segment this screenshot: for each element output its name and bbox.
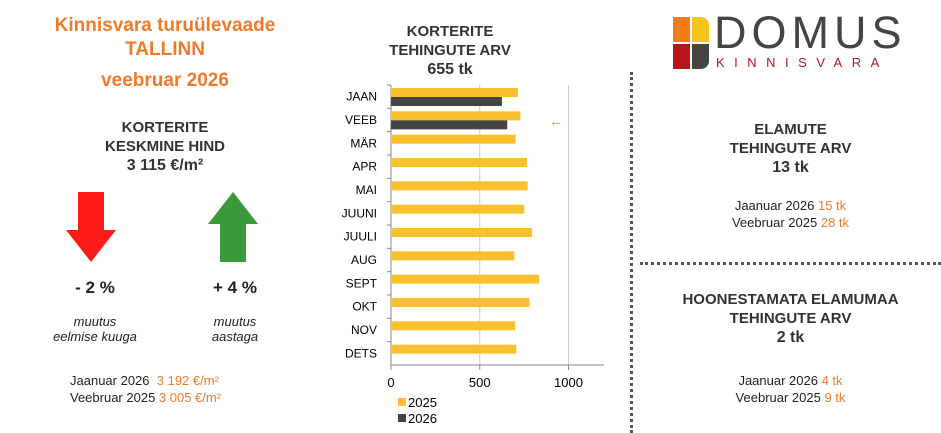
legend-swatch-2026 [398, 414, 406, 422]
land-block: HOONESTAMATA ELAMUMAA TEHINGUTE ARV 2 tk… [640, 290, 941, 406]
x-tick-label: 0 [387, 375, 394, 390]
legend-swatch-2025 [398, 398, 406, 406]
y-tick-label: MAI [356, 183, 377, 197]
chart-title2: TEHINGUTE ARV [389, 42, 511, 59]
houses-cmp2-value: 28 tk [820, 215, 850, 230]
bar-2025 [391, 88, 518, 97]
houses-cmp1-value: 15 tk [817, 198, 847, 213]
legend-label: 2025 [408, 395, 437, 410]
y-tick-label: AUG [351, 253, 377, 267]
month-label2: eelmise kuuga [53, 329, 137, 344]
title-period: veebruar 2026 [101, 70, 229, 91]
y-tick-label: JUULI [344, 230, 377, 244]
bar-2025 [391, 298, 530, 307]
bar-2025 [391, 204, 525, 214]
houses-block: ELAMUTE TEHINGUTE ARV 13 tk Jaanuar 2026… [640, 120, 941, 231]
month-label: muutus eelmise kuuga [30, 314, 160, 344]
bar-2025 [391, 251, 515, 261]
y-tick-label: SEPT [346, 276, 378, 290]
cmp1-label: Jaanuar 2026 [70, 373, 150, 388]
bar-2025 [391, 134, 516, 144]
land-title2: TEHINGUTE ARV [729, 310, 852, 327]
y-tick-label: VEEB [345, 113, 377, 127]
logo-sub: KINNISVARA [716, 55, 889, 70]
houses-value: 13 tk [772, 159, 809, 176]
year-label: muutus aastaga [170, 314, 300, 344]
y-tick-label: JUUNI [342, 206, 377, 220]
horizontal-divider [640, 262, 941, 265]
logo-name: DOMUS [714, 7, 907, 58]
price-value: 3 115 €/m² [126, 157, 204, 174]
bar-2025 [391, 228, 533, 237]
cmp2-label: Veebruar 2025 [70, 390, 156, 405]
bar-2025 [391, 321, 516, 331]
y-tick-label: MÄR [350, 136, 377, 150]
month-label1: muutus [73, 314, 117, 329]
houses-title2: TEHINGUTE ARV [729, 140, 852, 157]
bar-2026 [391, 97, 502, 106]
price-block: KORTERITE KESKMINE HIND 3 115 €/m² [0, 118, 330, 175]
title-line1: Kinnisvara turuülevaade [54, 15, 276, 36]
legend-label: 2026 [408, 411, 437, 426]
land-title1: HOONESTAMATA ELAMUMAA [682, 291, 899, 308]
cmp2-value: 3 005 €/m² [158, 390, 222, 405]
year-change: + 4 % [213, 278, 257, 297]
annotation-arrow: ← [549, 113, 563, 129]
up-arrow-icon [208, 192, 258, 262]
title-city: TALLINN [125, 39, 205, 60]
chart-title: KORTERITE TEHINGUTE ARV 655 tk [340, 22, 560, 79]
cmp1-value: 3 192 €/m² [156, 373, 219, 388]
y-tick-label: JAAN [346, 90, 377, 104]
x-tick-label: 1000 [554, 375, 583, 390]
y-tick-label: OKT [352, 300, 377, 314]
bar-2025 [391, 274, 540, 284]
chart-title1: KORTERITE [406, 23, 494, 40]
report-title: Kinnisvara turuülevaade TALLINN veebruar… [0, 14, 330, 93]
houses-cmp2-label: Veebruar 2025 [731, 215, 818, 230]
land-cmp1-value: 4 tk [821, 373, 843, 388]
y-tick-label: NOV [351, 323, 377, 337]
domus-logo-icon [673, 17, 709, 69]
y-tick-label: DETS [345, 346, 377, 360]
year-label1: muutus [213, 314, 257, 329]
price-title2: KESKMINE HIND [104, 138, 225, 155]
vertical-divider [630, 72, 633, 433]
land-value: 2 tk [776, 329, 805, 346]
down-arrow-icon [66, 192, 116, 262]
bar-2026 [391, 120, 508, 130]
bar-chart: 0 500 1000 JAAN VEEB MÄR APR MAI JUUNI JUULI AUG SE… [342, 84, 604, 426]
x-tick-label: 500 [469, 375, 491, 390]
land-cmp2-label: Veebruar 2025 [735, 390, 821, 405]
houses-cmp1-label: Jaanuar 2026 [734, 198, 815, 213]
y-tick-label: APR [352, 160, 377, 174]
month-change: - 2 % [75, 278, 115, 297]
bar-2025 [391, 181, 528, 191]
chart-value: 655 tk [427, 61, 473, 78]
land-cmp2-value: 9 tk [824, 390, 846, 405]
houses-title1: ELAMUTE [754, 121, 827, 138]
price-title1: KORTERITE [121, 119, 209, 136]
price-comparison: Jaanuar 2026 3 192 €/m² Veebruar 2025 3 … [70, 372, 221, 406]
bar-2025 [391, 111, 521, 121]
bar-2025 [391, 344, 517, 354]
bar-2025 [391, 158, 527, 167]
year-label2: aastaga [211, 329, 259, 344]
land-cmp1-label: Jaanuar 2026 [738, 373, 818, 388]
